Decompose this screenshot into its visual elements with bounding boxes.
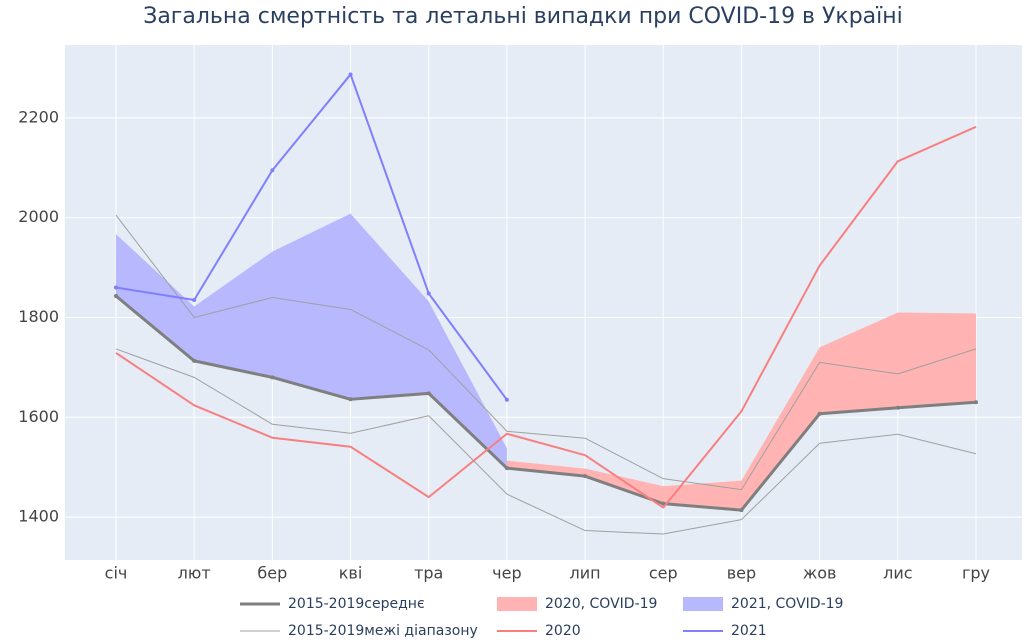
- x-tick-label: лют: [178, 564, 211, 583]
- legend-label: 2020: [545, 623, 581, 639]
- marker: [348, 72, 353, 77]
- line: [115, 214, 977, 491]
- x-tick-label: лис: [883, 564, 912, 583]
- x-tick-label: лип: [570, 564, 601, 583]
- x-tick-label: кві: [339, 564, 363, 583]
- line: [115, 73, 508, 401]
- marker: [426, 291, 431, 296]
- legend-label: 2015-2019середнє: [288, 596, 425, 612]
- marker: [192, 358, 197, 363]
- legend-label: 2021: [731, 623, 767, 639]
- y-tick-label: 2200: [18, 107, 59, 126]
- chart-title: Загальна смертність та летальні випадки …: [143, 4, 903, 29]
- marker: [739, 508, 744, 513]
- marker: [114, 294, 118, 299]
- y-tick-label: 2000: [18, 207, 59, 226]
- x-tick-label: січ: [105, 564, 128, 583]
- marker: [583, 474, 588, 479]
- area: [506, 312, 976, 511]
- legend-swatch: [683, 597, 723, 611]
- marker: [504, 397, 509, 402]
- legend-label: 2021, COVID-19: [731, 596, 843, 612]
- x-tick-label: чер: [492, 564, 521, 583]
- x-tick-label: вер: [727, 564, 756, 583]
- marker: [270, 168, 275, 173]
- x-tick-label: тра: [414, 564, 443, 583]
- marker: [895, 405, 900, 410]
- line: [115, 125, 977, 509]
- area: [116, 213, 507, 469]
- y-tick-label: 1800: [18, 307, 59, 326]
- marker: [114, 285, 118, 290]
- y-tick-label: 1400: [18, 507, 59, 526]
- marker: [817, 411, 822, 416]
- y-tick-label: 1600: [18, 407, 59, 426]
- marker: [974, 400, 978, 405]
- legend-label: 2015-2019межі діапазону: [288, 623, 478, 639]
- marker: [504, 466, 509, 471]
- marker: [192, 298, 197, 303]
- marker: [348, 397, 353, 402]
- x-tick-label: бер: [257, 564, 287, 583]
- line: [115, 294, 977, 512]
- marker: [661, 501, 666, 506]
- marker: [426, 391, 431, 396]
- line: [115, 348, 977, 535]
- legend-swatch: [497, 597, 537, 611]
- x-tick-label: жов: [803, 564, 837, 583]
- legend-label: 2020, COVID-19: [545, 596, 657, 612]
- x-tick-label: гру: [962, 564, 990, 583]
- x-tick-label: сер: [649, 564, 678, 583]
- marker: [270, 375, 275, 380]
